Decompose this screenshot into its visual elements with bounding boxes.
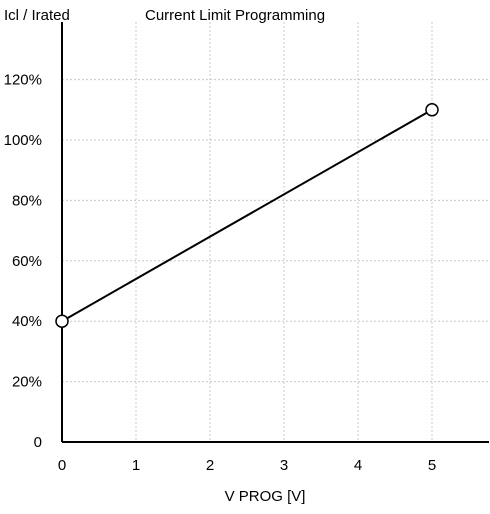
- y-tick-label: 100%: [4, 132, 42, 149]
- y-tick-label: 40%: [12, 313, 42, 330]
- y-tick-label: 120%: [4, 72, 42, 89]
- tick-labels: 0 1 2 3 4 5 0 20% 40% 60% 80% 100% 120%: [4, 72, 437, 474]
- x-tick-label: 2: [206, 457, 214, 474]
- x-tick-label: 4: [354, 457, 362, 474]
- data-point: [55, 314, 69, 328]
- y-tick-label: 80%: [12, 192, 42, 209]
- chart-title: Current Limit Programming: [145, 7, 325, 24]
- y-tick-label: 20%: [12, 374, 42, 391]
- x-tick-label: 1: [132, 457, 140, 474]
- series-line: [61, 108, 433, 323]
- x-tick-label: 5: [428, 457, 436, 474]
- y-axis-label: Icl / Irated: [4, 7, 70, 24]
- data-point: [425, 103, 439, 117]
- series: [55, 103, 439, 328]
- x-axis-label: V PROG [V]: [225, 488, 306, 505]
- x-tick-label: 0: [58, 457, 66, 474]
- y-tick-label: 0: [34, 434, 42, 451]
- grid: [62, 22, 489, 442]
- y-tick-label: 60%: [12, 253, 42, 270]
- x-tick-label: 3: [280, 457, 288, 474]
- axes: [61, 22, 489, 443]
